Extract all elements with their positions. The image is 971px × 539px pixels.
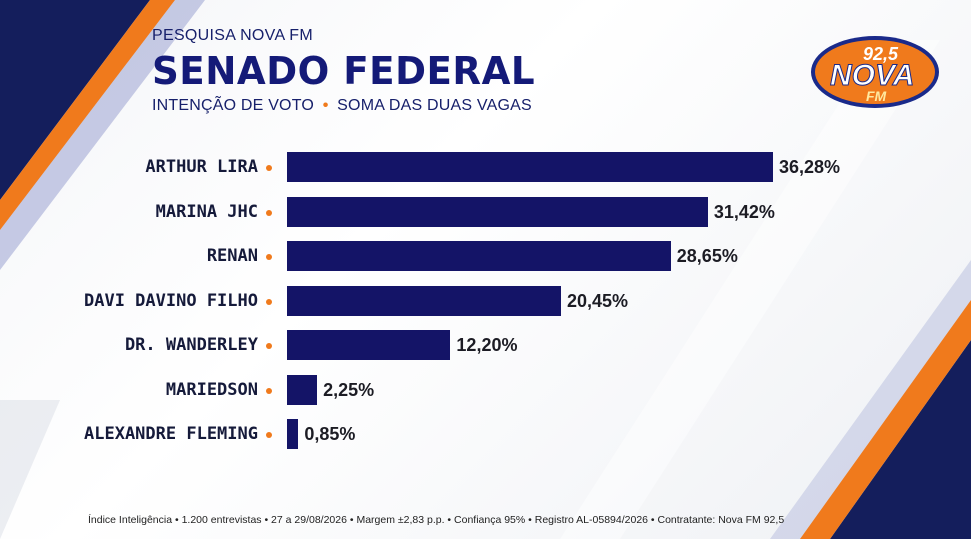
- value-label: 28,65%: [676, 246, 738, 266]
- category-label: MARIEDSON: [165, 379, 258, 400]
- kicker-text: PESQUISA NOVA FM: [152, 27, 313, 44]
- category-label: MARINA JHC: [155, 201, 258, 222]
- category-label: ALEXANDRE FLEMING: [84, 424, 258, 444]
- category-label: DAVI DAVINO FILHO: [84, 290, 258, 311]
- page-title: SENADO FEDERAL: [152, 49, 536, 93]
- logo-line-1: 92,5: [863, 44, 899, 64]
- logo-line-2: NOVA: [830, 59, 914, 92]
- category-label: ARTHUR LIRA: [145, 157, 258, 177]
- category-bullet: [266, 165, 272, 171]
- category-bullet: [266, 298, 272, 305]
- bar: [287, 196, 708, 227]
- value-label: 20,45%: [566, 290, 628, 311]
- value-label: 0,85%: [304, 424, 356, 444]
- category-label: DR. WANDERLEY: [124, 335, 258, 355]
- subtitle-separator: •: [322, 97, 329, 114]
- category-label: RENAN: [206, 246, 258, 266]
- bar: [287, 330, 451, 360]
- value-label: 36,28%: [779, 157, 841, 177]
- category-bullet: [266, 432, 272, 438]
- category-bullet: [266, 387, 272, 394]
- value-label: 12,20%: [456, 335, 518, 355]
- bar: [287, 241, 671, 271]
- footer-methodology: Índice Inteligência • 1.200 entrevistas …: [88, 514, 785, 526]
- bar: [287, 419, 299, 449]
- nova-fm-logo: 92,5 NOVA FM: [808, 33, 942, 111]
- category-bullet: [266, 343, 272, 349]
- category-bullet: [266, 209, 272, 216]
- category-bullet: [266, 254, 272, 260]
- value-label: 2,25%: [323, 379, 375, 400]
- value-label: 31,42%: [713, 201, 775, 222]
- subtitle-part-2: SOMA DAS DUAS VAGAS: [337, 97, 532, 114]
- subtitle: INTENÇÃO DE VOTO • SOMA DAS DUAS VAGAS: [152, 97, 543, 115]
- bar: [287, 152, 773, 182]
- header: PESQUISA NOVA FM SENADO FEDERAL INTENÇÃO…: [152, 27, 543, 115]
- bar: [287, 285, 561, 316]
- logo-line-3: FM: [866, 88, 887, 104]
- bar: [287, 374, 318, 405]
- subtitle-part-1: INTENÇÃO DE VOTO: [152, 97, 315, 114]
